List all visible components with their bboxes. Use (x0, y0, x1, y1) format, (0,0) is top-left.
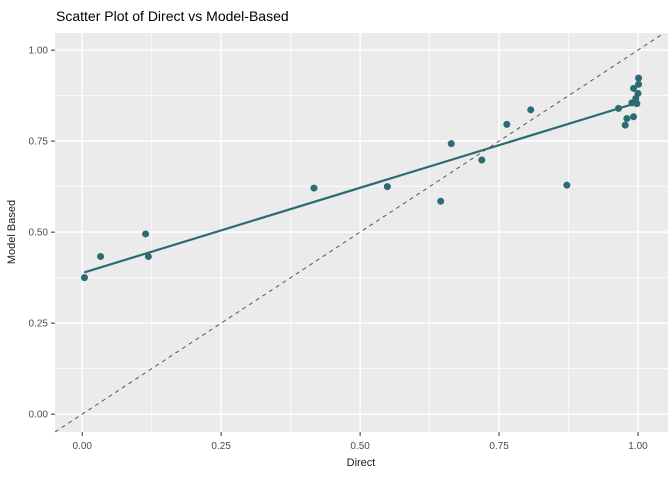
data-point (478, 156, 486, 164)
data-point (634, 89, 642, 97)
data-point (630, 84, 638, 92)
data-point (527, 106, 535, 114)
y-axis-title: Model Based (6, 200, 18, 264)
x-tick-label: 0.25 (211, 441, 231, 452)
x-tick-label: 0.75 (489, 441, 509, 452)
data-point (615, 104, 623, 112)
y-tick-label: 0.25 (29, 319, 49, 330)
axis-tick-labels: 0.00 0.25 0.50 0.75 1.00 0.00 0.25 0.50 0.75 1.00 (29, 46, 649, 452)
data-point (383, 183, 391, 191)
data-point (97, 253, 105, 261)
axis-tick-marks (51, 49, 639, 436)
x-tick-label: 0.50 (350, 441, 370, 452)
data-point (623, 115, 631, 123)
x-tick-label: 1.00 (628, 441, 648, 452)
chart-title: Scatter Plot of Direct vs Model-Based (56, 8, 289, 24)
data-point (142, 230, 150, 238)
y-tick-label: 0.75 (29, 137, 49, 148)
data-point (630, 113, 638, 121)
identity-dashed-line (54, 32, 665, 433)
data-point (635, 74, 643, 82)
data-point (635, 80, 643, 88)
data-point (621, 121, 629, 129)
x-tick-label: 0.00 (72, 441, 92, 452)
x-axis-title: Direct (347, 457, 376, 469)
identity-line (54, 32, 665, 433)
data-point (310, 184, 318, 192)
data-point (437, 197, 445, 205)
y-tick-label: 0.00 (29, 410, 49, 421)
data-point (447, 140, 455, 148)
major-gridlines (55, 33, 668, 432)
y-tick-label: 0.50 (29, 228, 49, 239)
data-point (503, 120, 511, 128)
data-point (144, 253, 152, 261)
trend-line (83, 101, 640, 274)
data-points (80, 74, 643, 282)
data-point (563, 181, 571, 189)
y-tick-label: 1.00 (29, 46, 49, 57)
data-point (80, 274, 88, 282)
regression-line (83, 101, 640, 274)
